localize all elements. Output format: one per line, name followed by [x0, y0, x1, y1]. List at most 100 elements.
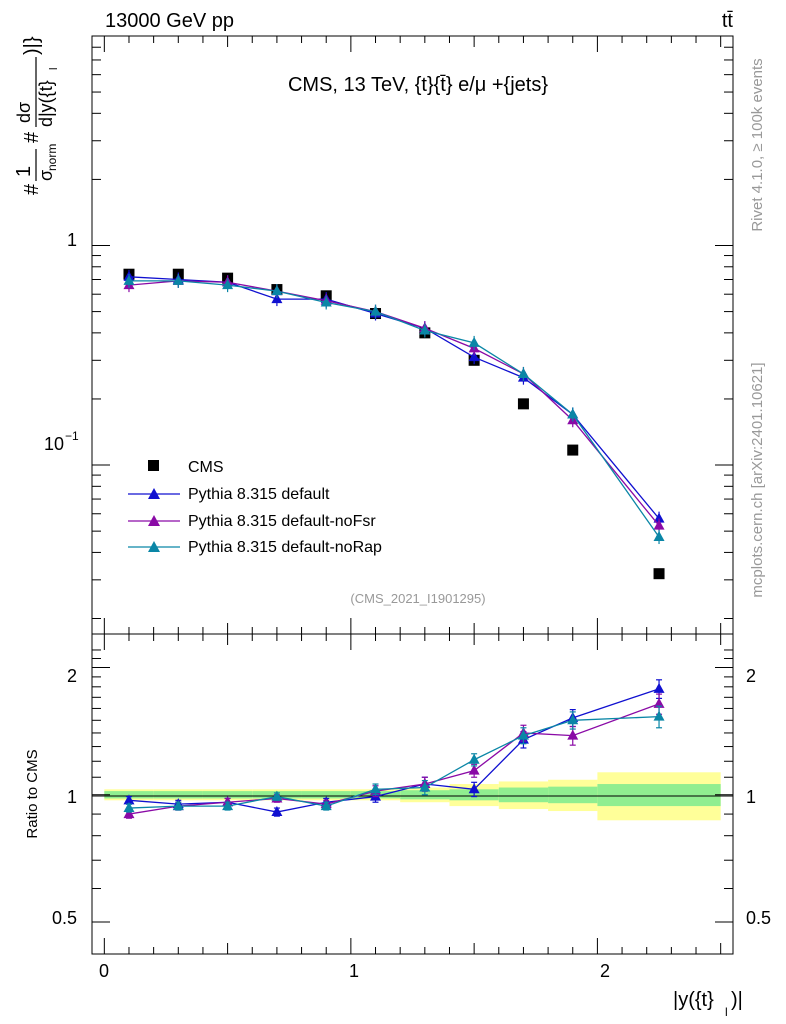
data-point-pythia-8-315-default-norap — [517, 367, 529, 378]
ratio-point-pythia-8-315-default — [653, 682, 665, 693]
data-point-pythia-8-315-default — [653, 512, 665, 523]
ylabel-hash-2: # — [21, 131, 43, 143]
ylabel-hash-1: # — [21, 183, 43, 195]
legend-entry-default: Pythia 8.315 default — [128, 486, 330, 503]
main-panel: 1 10 −1 CMS, 13 TeV, {t}{t̄} e/μ +{jets}… — [44, 35, 734, 635]
xlabel-close: )| — [731, 989, 743, 1011]
data-point-pythia-8-315-default-norap — [370, 305, 382, 316]
xlabel-sub: l — [725, 1005, 728, 1019]
analysis-id: (CMS_2021_I1901295) — [350, 591, 485, 606]
band-inner — [202, 791, 253, 799]
data-point-pythia-8-315-default-norap — [172, 274, 184, 285]
ratio-point-pythia-8-315-default-nofsr — [468, 764, 480, 775]
ratio-point-pythia-8-315-default-norap — [222, 800, 234, 811]
ratio-point-pythia-8-315-default-norap — [172, 800, 184, 811]
legend-marker-nofsr — [148, 515, 160, 526]
ylabel-dy: d|y({t} — [36, 80, 56, 127]
series-line-pythia-8-315-default — [128, 276, 660, 520]
plot-title: CMS, 13 TeV, {t}{t̄} e/μ +{jets} — [288, 74, 548, 96]
ytick-label-1: 1 — [67, 230, 77, 250]
ylabel-dsigma: dσ — [14, 102, 34, 123]
xtick-2: 2 — [600, 961, 610, 981]
xlabel-main: |y({t} — [673, 989, 714, 1011]
legend-marker-default — [148, 488, 160, 499]
series-cms — [123, 268, 665, 580]
band-inner — [498, 787, 549, 803]
ylabel-sub-l: l — [48, 68, 60, 70]
data-point-pythia-8-315-default-norap — [320, 296, 332, 307]
data-point-pythia-8-315-default-norap — [468, 336, 480, 347]
ratio-series — [123, 679, 665, 819]
x-axis-label: |y({t} l )| — [673, 989, 743, 1019]
header-left: 13000 GeV pp — [105, 10, 234, 32]
ratio-point-pythia-8-315-default-norap — [517, 729, 529, 740]
xtick-labels: 0 1 2 — [99, 961, 610, 981]
data-point-cms — [567, 444, 579, 456]
ratio-point-pythia-8-315-default-norap — [468, 753, 480, 764]
data-point-pythia-8-315-default-norap — [123, 274, 135, 285]
legend-label-default: Pythia 8.315 default — [188, 486, 330, 503]
band-inner — [301, 791, 351, 799]
series-pythia-8-315-default-norap — [123, 273, 665, 545]
ratio-point-pythia-8-315-default-nofsr — [653, 697, 665, 708]
ytick-label-0.1-base: 10 — [44, 434, 64, 454]
ratio-point-pythia-8-315-default-nofsr — [123, 808, 135, 819]
rivet-label: Rivet 4.1.0, ≥ 100k events — [749, 58, 766, 231]
header-right: tt̄ — [722, 10, 734, 32]
ratio-point-pythia-8-315-default-norap — [320, 800, 332, 811]
legend-label-nofsr: Pythia 8.315 default-noFsr — [188, 513, 376, 530]
ratio-point-pythia-8-315-default-norap — [123, 802, 135, 813]
data-point-pythia-8-315-default — [468, 351, 480, 362]
data-point-pythia-8-315-default-norap — [271, 285, 283, 296]
data-point-cms — [653, 568, 665, 580]
mcplots-label: mcplots.cern.ch [arXiv:2401.10621] — [749, 362, 766, 597]
band-inner — [153, 791, 203, 799]
ratio-ytick-labels: 2 1 0.5 2 1 0.5 — [52, 666, 771, 928]
xtick-1: 1 — [349, 961, 359, 981]
xtick-0: 0 — [99, 961, 109, 981]
data-point-pythia-8-315-default-norap — [567, 408, 579, 419]
main-ylabel: # 1 σ norm # dσ d|y({t} l )|} — [13, 36, 60, 195]
ratio-frame — [91, 633, 734, 955]
ratio-point-pythia-8-315-default-norap — [653, 710, 665, 721]
ratio-point-pythia-8-315-default-norap — [419, 781, 431, 792]
ratio-point-pythia-8-315-default — [123, 794, 135, 805]
ratio-ylabel: Ratio to CMS — [24, 749, 41, 838]
data-point-pythia-8-315-default-norap — [419, 324, 431, 335]
data-point-pythia-8-315-default-nofsr — [653, 519, 665, 530]
ratio-ytick-0.5-right: 0.5 — [746, 908, 771, 928]
ratio-point-pythia-8-315-default — [271, 806, 283, 817]
legend-entry-nofsr: Pythia 8.315 default-noFsr — [128, 513, 376, 530]
ratio-point-pythia-8-315-default-norap — [271, 790, 283, 801]
legend-entry-norap: Pythia 8.315 default-noRap — [128, 539, 382, 556]
ratio-ytick-2-right: 2 — [746, 666, 756, 686]
legend-entry-cms: CMS — [148, 459, 224, 476]
data-point-pythia-8-315-default-norap — [222, 279, 234, 290]
main-series — [123, 268, 665, 580]
ratio-point-pythia-8-315-default — [468, 783, 480, 794]
ylabel-one: 1 — [13, 166, 35, 177]
ytick-label-0.1-exp: −1 — [65, 429, 79, 443]
ylabel-close: )|} — [21, 36, 43, 55]
ratio-ytick-0.5-left: 0.5 — [52, 908, 77, 928]
ratio-panel: 2 1 0.5 2 1 0.5 0 1 2 Ratio to CMS |y({t… — [24, 633, 771, 1019]
legend-label-norap: Pythia 8.315 default-noRap — [188, 539, 382, 556]
legend-marker-cms — [148, 460, 159, 471]
data-point-cms — [517, 398, 529, 410]
band-inner — [548, 786, 598, 804]
ytick-label-0.1: 10 −1 — [44, 429, 79, 454]
ratio-point-pythia-8-315-default-norap — [370, 783, 382, 794]
band-inner — [597, 784, 721, 807]
ratio-ytick-1-left: 1 — [67, 787, 77, 807]
data-point-pythia-8-315-default — [271, 293, 283, 304]
ratio-ytick-1-right: 1 — [746, 787, 756, 807]
data-point-pythia-8-315-default-norap — [653, 531, 665, 542]
ylabel-sigma: σ — [36, 170, 56, 181]
ratio-point-pythia-8-315-default-norap — [567, 714, 579, 725]
main-ticks — [92, 35, 733, 634]
legend-marker-norap — [148, 541, 160, 552]
ylabel-norm: norm — [45, 144, 59, 171]
legend-label-cms: CMS — [188, 459, 224, 476]
ratio-ytick-2-left: 2 — [67, 666, 77, 686]
